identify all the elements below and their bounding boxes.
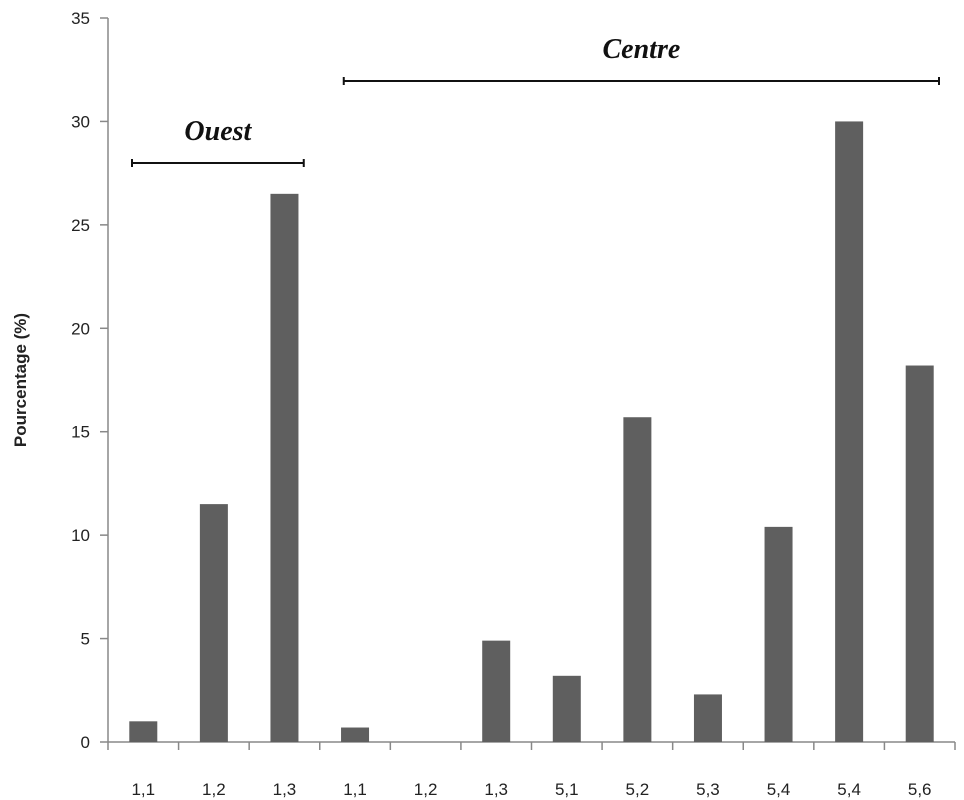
bar: [835, 121, 864, 742]
bar: [552, 675, 581, 742]
x-tick-label: 1,3: [484, 780, 508, 799]
bar: [270, 193, 299, 743]
bar: [199, 504, 228, 742]
group-label: Centre: [602, 34, 680, 65]
bar: [693, 694, 722, 742]
x-tick-label: 1,1: [343, 780, 367, 799]
y-tick-label: 0: [81, 733, 90, 752]
x-tick-label: 1,2: [202, 780, 226, 799]
y-axis-title: Pourcentage (%): [11, 313, 30, 447]
y-tick-label: 35: [71, 9, 90, 28]
y-tick-label: 30: [71, 112, 90, 131]
bar: [905, 365, 934, 742]
y-axis-ticks: 0 5 10 15 20 25 30 35: [71, 9, 108, 752]
x-tick-label: 1,3: [273, 780, 297, 799]
x-tick-label: 5,1: [555, 780, 579, 799]
x-tick-label: 1,2: [414, 780, 438, 799]
bar: [764, 526, 793, 742]
bar: [129, 721, 158, 742]
x-tick-label: 5,4: [837, 780, 861, 799]
y-tick-label: 25: [71, 216, 90, 235]
group-brackets: Ouest Centre: [131, 34, 940, 167]
y-tick-label: 20: [71, 319, 90, 338]
bar: [623, 417, 652, 742]
y-tick-label: 10: [71, 526, 90, 545]
bar: [341, 727, 370, 742]
bar-series: [129, 121, 934, 743]
y-tick-label: 15: [71, 423, 90, 442]
x-tick-label: 5,4: [767, 780, 791, 799]
x-tick-label: 5,6: [908, 780, 932, 799]
x-tick-label: 5,2: [626, 780, 650, 799]
x-tick-label: 5,3: [696, 780, 720, 799]
y-tick-label: 5: [81, 630, 90, 649]
x-tick-label: 1,1: [131, 780, 155, 799]
bar: [482, 640, 511, 742]
group-label: Ouest: [184, 116, 252, 147]
x-axis-ticks: 1,1 1,2 1,3 1,1 1,2 1,3 5,1 5,2 5,3 5,4 5,4 5,6: [107, 742, 956, 799]
